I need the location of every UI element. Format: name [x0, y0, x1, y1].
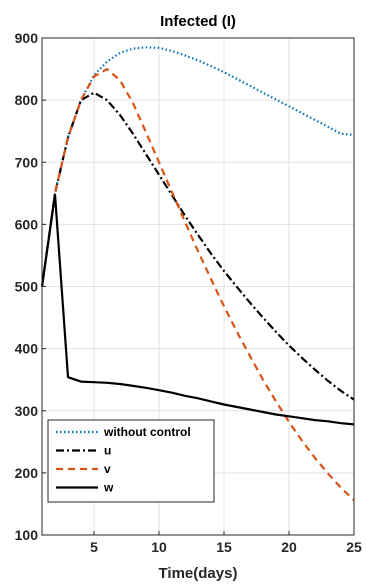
x-axis-label: Time(days): [159, 565, 238, 582]
x-tick-label: 20: [281, 539, 297, 555]
y-tick-label: 700: [15, 154, 39, 170]
y-tick-label: 200: [15, 465, 39, 481]
legend-label: without control: [103, 425, 191, 439]
y-ticks: 100 200 300 400 500 600 700 800 900: [15, 30, 46, 543]
y-tick-label: 300: [15, 403, 39, 419]
y-tick-label: 100: [15, 527, 39, 543]
legend-label: v: [104, 462, 111, 476]
series-layer: [40, 46, 355, 501]
legend-box: [47, 419, 215, 503]
x-ticks: 5 10 15 20 25: [90, 531, 362, 555]
x-tick-label: 25: [346, 539, 362, 555]
series-line-u: [40, 91, 355, 401]
y-tick-label: 400: [15, 341, 39, 357]
x-tick-label: 15: [216, 539, 232, 555]
series-line-v: [40, 67, 355, 501]
x-tick-label: 10: [151, 539, 167, 555]
series-line-w: [40, 193, 355, 426]
y-tick-label: 500: [15, 279, 39, 295]
legend: without control uvw: [47, 419, 215, 503]
legend-label: w: [103, 481, 114, 495]
grid: [42, 37, 355, 536]
y-tick-label: 900: [15, 30, 39, 46]
legend-label: u: [104, 444, 111, 458]
chart-title: Infected (I): [160, 13, 236, 30]
y-tick-label: 800: [15, 92, 39, 108]
y-tick-label: 600: [15, 216, 39, 232]
x-tick-label: 5: [90, 539, 98, 555]
